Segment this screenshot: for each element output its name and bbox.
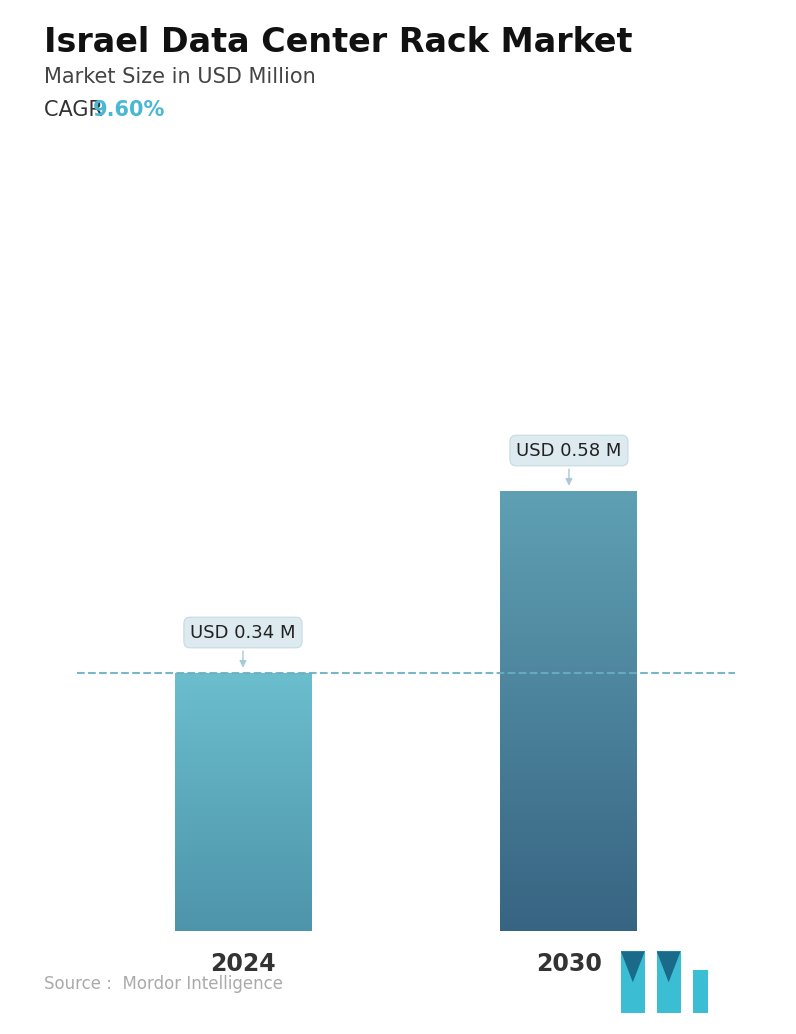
- Polygon shape: [693, 970, 708, 1013]
- Text: USD 0.34 M: USD 0.34 M: [190, 624, 296, 666]
- Text: Market Size in USD Million: Market Size in USD Million: [44, 67, 315, 87]
- Polygon shape: [657, 951, 681, 982]
- Polygon shape: [657, 951, 681, 1013]
- Text: Source :  Mordor Intelligence: Source : Mordor Intelligence: [44, 975, 283, 993]
- Polygon shape: [621, 951, 645, 1013]
- Text: USD 0.58 M: USD 0.58 M: [517, 442, 622, 484]
- Polygon shape: [621, 951, 645, 982]
- Text: 9.60%: 9.60%: [93, 100, 166, 120]
- Text: CAGR: CAGR: [44, 100, 109, 120]
- Text: Israel Data Center Rack Market: Israel Data Center Rack Market: [44, 26, 632, 59]
